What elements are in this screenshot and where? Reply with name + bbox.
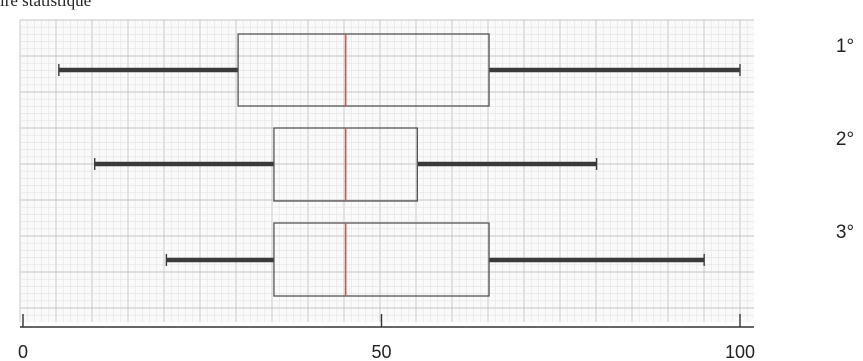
x-tick-label-0: 0 <box>18 342 28 361</box>
series-2-label: 2° <box>836 129 854 150</box>
chart-caption: ire statistique <box>0 0 92 10</box>
x-tick-label-50: 50 <box>371 342 391 361</box>
series-1-box <box>237 33 490 107</box>
series-1-label: 1° <box>836 36 854 57</box>
x-tick-label-100: 100 <box>725 342 755 361</box>
series-3-label: 3° <box>836 222 854 243</box>
series-3-box <box>273 222 490 297</box>
